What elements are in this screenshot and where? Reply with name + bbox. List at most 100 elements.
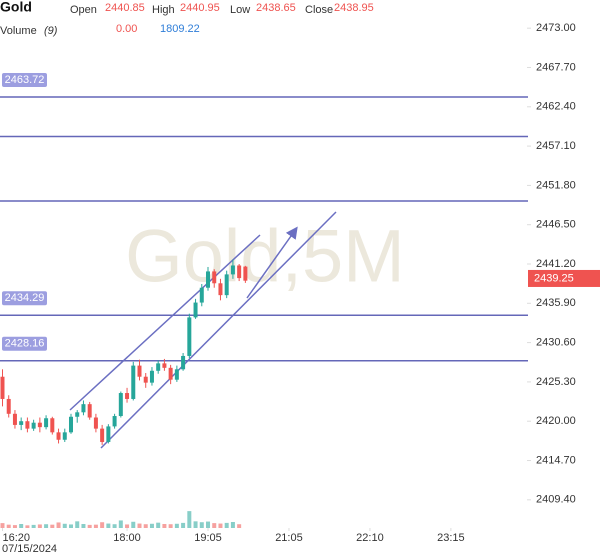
y-tick-label: 2473.00: [536, 22, 576, 34]
volume-bar: [75, 521, 80, 528]
volume-bar: [137, 523, 142, 528]
candle-body: [93, 417, 98, 429]
candle-body: [44, 418, 49, 428]
price-line-label: 2428.16: [5, 338, 45, 350]
candle-body: [0, 376, 5, 399]
candle-body: [112, 416, 117, 427]
volume-bar: [156, 522, 161, 528]
candle-body: [75, 412, 80, 417]
candle-body: [50, 418, 55, 433]
volume-bar: [100, 522, 105, 528]
y-tick-label: 2430.60: [536, 337, 576, 349]
price-line-label: 2463.72: [5, 74, 45, 86]
volume-value: 0.00: [116, 23, 137, 35]
volume-bar: [149, 523, 154, 528]
last-price-label: 2439.25: [534, 272, 574, 284]
volume-bar: [206, 521, 211, 528]
candle-body: [193, 302, 198, 318]
candle-body: [12, 413, 17, 425]
chart-title: Gold: [0, 0, 32, 15]
candle-body: [143, 376, 148, 383]
legend-value: 2438.95: [334, 2, 374, 14]
y-tick-label: 2409.40: [536, 494, 576, 506]
candle-body: [137, 365, 142, 377]
y-tick-label: 2441.20: [536, 258, 576, 270]
y-tick-label: 2467.70: [536, 61, 576, 73]
volume-bar: [174, 523, 179, 528]
candle-body: [168, 367, 173, 380]
arrow: [246, 226, 298, 299]
volume-bar: [62, 523, 67, 528]
y-tick-label: 2451.80: [536, 179, 576, 191]
candle-body: [187, 317, 192, 356]
y-tick-label: 2462.40: [536, 101, 576, 113]
date-label: 07/15/2024: [2, 543, 57, 555]
y-tick-label: 2420.00: [536, 415, 576, 427]
volume-period: (9): [44, 25, 58, 37]
volume-bar: [193, 521, 198, 528]
volume-bar: [44, 524, 49, 528]
legend-label: Close: [305, 4, 333, 16]
candle-body: [118, 393, 123, 417]
candle-body: [19, 421, 24, 425]
candle-body: [230, 265, 235, 275]
volume-bar: [19, 524, 24, 528]
candle-body: [125, 393, 130, 399]
candle-body: [206, 271, 211, 288]
volume-bar: [12, 525, 17, 528]
legend-value: 2438.65: [256, 2, 296, 14]
x-tick-label: 21:05: [275, 532, 303, 544]
volume-bar: [6, 524, 11, 528]
candle-body: [199, 287, 204, 303]
x-tick-label: 18:00: [113, 532, 141, 544]
x-tick-label: 22:10: [356, 532, 384, 544]
volume-bar: [81, 524, 86, 528]
volume-bar: [212, 523, 217, 528]
volume-bar: [143, 524, 148, 528]
price-line-label: 2434.29: [5, 292, 45, 304]
candle-body: [37, 422, 42, 428]
x-tick-label: 16:20: [2, 532, 30, 544]
volume-bar: [25, 525, 30, 528]
volume-bar: [106, 523, 111, 528]
candle-body: [181, 355, 186, 370]
volume-bar: [237, 524, 242, 528]
candle-body: [25, 421, 30, 429]
last-price-bg: [528, 269, 600, 287]
volume-bar: [187, 511, 192, 528]
candle-body: [243, 266, 248, 281]
candle-body: [81, 404, 86, 413]
volume-bar: [199, 522, 204, 528]
volume-bar: [31, 524, 36, 528]
candle-body: [174, 369, 179, 380]
candle-body: [224, 274, 229, 296]
y-tick-label: 2435.90: [536, 297, 576, 309]
candle-body: [68, 416, 73, 433]
volume-bar: [230, 522, 235, 528]
candle-body: [212, 271, 217, 284]
legend-label: Open: [70, 4, 97, 16]
channel-line: [100, 211, 337, 449]
volume-bar: [37, 524, 42, 528]
candle-body: [162, 363, 167, 368]
y-tick-label: 2446.50: [536, 219, 576, 231]
candle-body: [156, 363, 161, 371]
volume-bar: [168, 524, 173, 528]
candle-body: [100, 428, 105, 442]
y-tick-label: 2414.70: [536, 454, 576, 466]
y-tick-label: 2425.30: [536, 376, 576, 388]
channel-line: [69, 234, 261, 411]
volume-bar: [125, 524, 130, 528]
candle-body: [237, 265, 242, 279]
volume-bar: [87, 524, 92, 528]
volume-bar: [118, 520, 123, 528]
volume-bar: [131, 521, 136, 528]
legend-value: 2440.85: [105, 2, 145, 14]
volume-bar: [50, 524, 55, 528]
volume-bar: [218, 523, 223, 528]
volume-label: Volume: [0, 25, 37, 37]
x-tick-label: 19:05: [194, 532, 222, 544]
candle-body: [56, 432, 61, 440]
candle-body: [6, 398, 11, 414]
volume-bar: [0, 523, 5, 528]
